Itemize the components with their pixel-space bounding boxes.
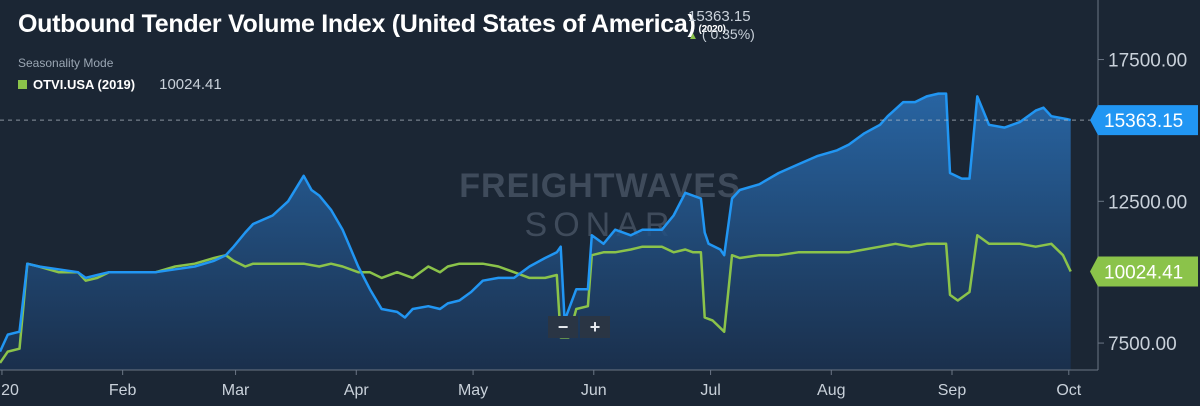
x-tick-label: May — [458, 382, 488, 399]
seasonality-label: Seasonality Mode — [18, 56, 114, 70]
legend-swatch — [18, 80, 27, 89]
x-tick-label: Mar — [222, 382, 250, 399]
y-tick-label: 7500.00 — [1108, 334, 1177, 355]
x-tick-label: Jul — [700, 382, 720, 399]
change-text: ( 0.35%) — [701, 26, 755, 42]
x-tick-label: Jun — [581, 382, 607, 399]
legend[interactable]: OTVI.USA (2019) 10024.41 — [18, 76, 222, 93]
arrow-up-icon: ▲ — [688, 31, 698, 42]
legend-value: 10024.41 — [159, 76, 222, 93]
zoom-in-button[interactable]: + — [580, 316, 610, 338]
change-value: ▲( 0.35%) — [688, 26, 755, 42]
current-value: 15363.15 — [688, 8, 751, 25]
x-tick-label: Sep — [938, 382, 967, 399]
series-2019-badge — [1090, 256, 1198, 287]
x-tick-label: Feb — [109, 382, 137, 399]
y-tick-label: 12500.00 — [1108, 192, 1187, 213]
chart-title-year: (2020) — [698, 24, 726, 35]
series-2020-badge-text: 15363.15 — [1104, 111, 1183, 132]
x-tick-label: Oct — [1056, 382, 1081, 399]
series-2019-badge-text: 10024.41 — [1104, 263, 1183, 284]
x-tick-label: 20 — [1, 382, 19, 399]
y-tick-label: 17500.00 — [1108, 51, 1187, 72]
zoom-out-button[interactable]: − — [548, 316, 578, 338]
chart-title-text: Outbound Tender Volume Index (United Sta… — [18, 10, 696, 38]
series-2020-badge — [1090, 105, 1198, 136]
x-tick-label: Aug — [817, 382, 845, 399]
x-tick-label: Apr — [344, 382, 370, 399]
series-2020-line — [0, 92, 1072, 353]
chart-title: Outbound Tender Volume Index (United Sta… — [18, 10, 726, 39]
legend-label: OTVI.USA (2019) — [33, 77, 136, 92]
zoom-controls: − + — [548, 316, 612, 338]
